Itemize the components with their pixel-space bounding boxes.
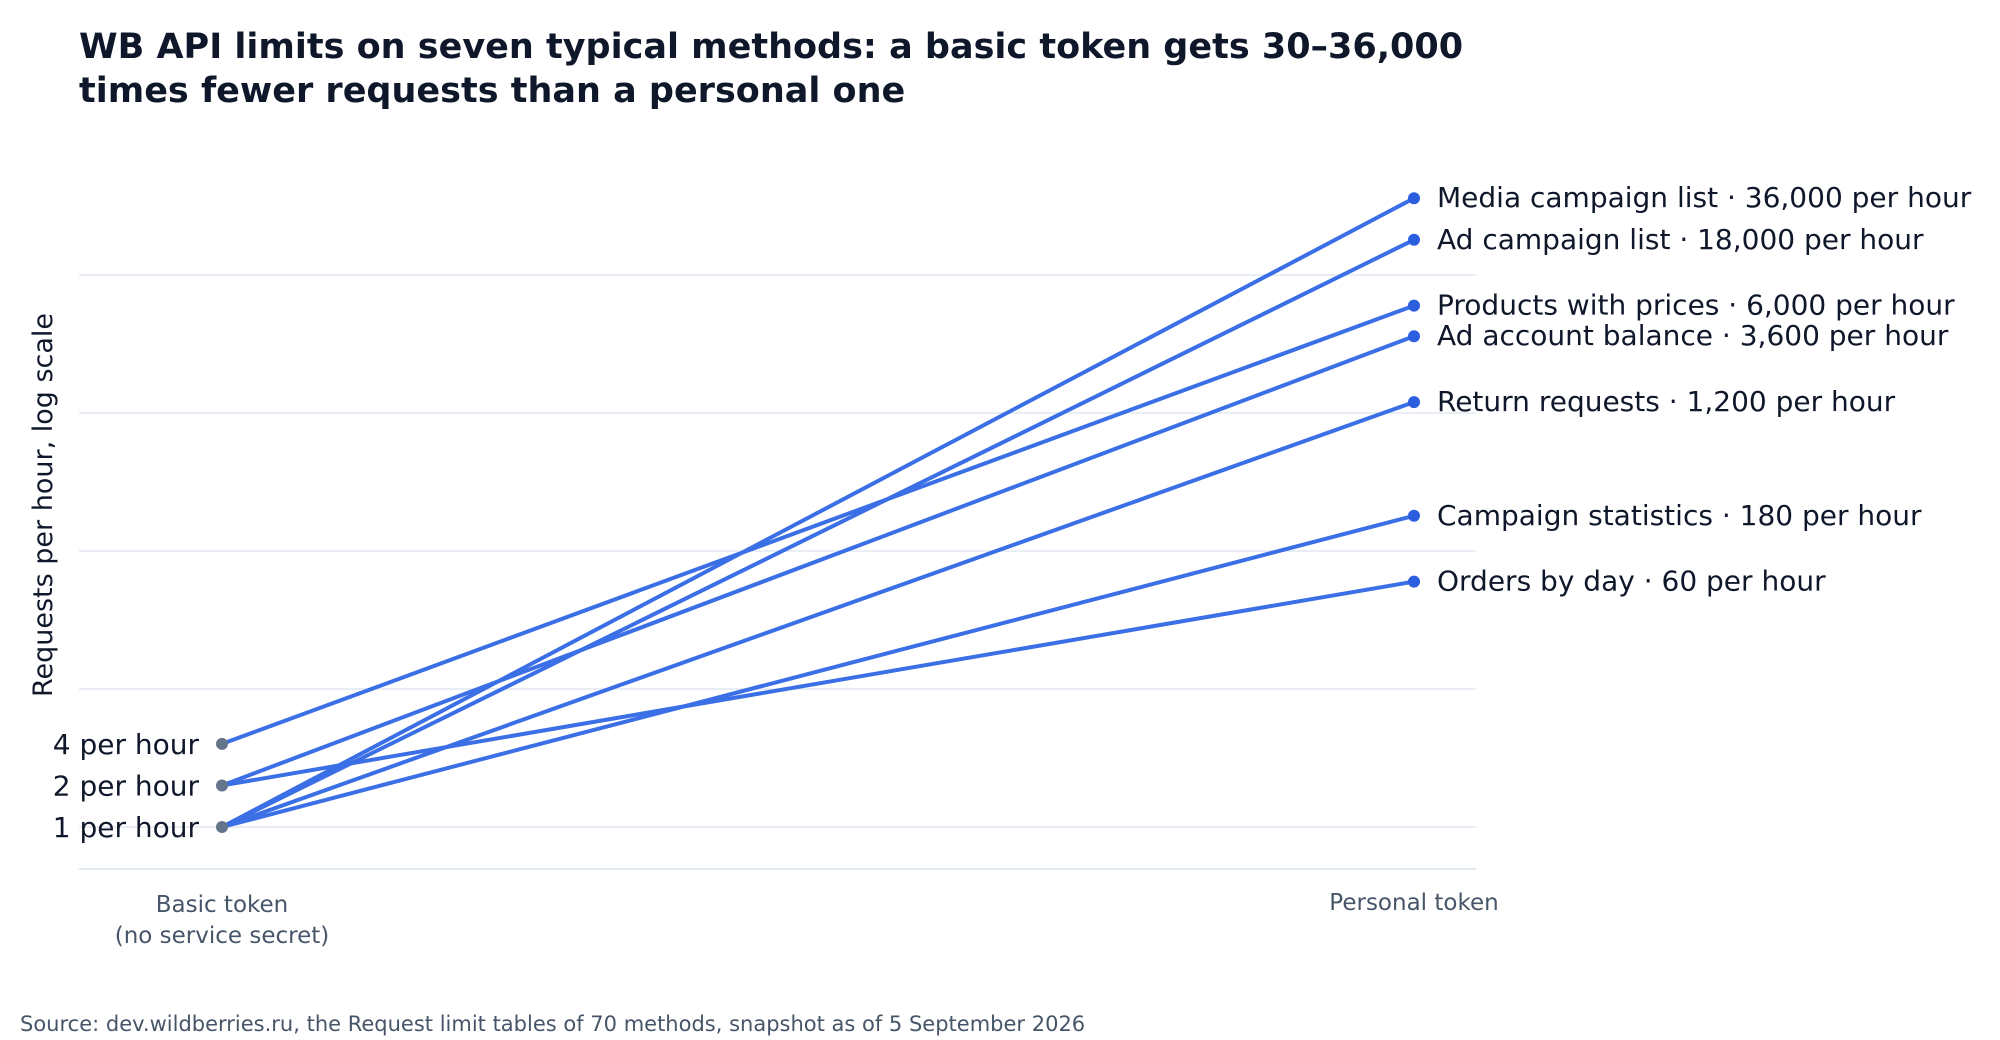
series-line	[220, 513, 1416, 829]
series-end-point	[1408, 192, 1420, 205]
series-end-point	[1408, 330, 1420, 343]
basic-value-point	[216, 821, 228, 833]
category-label-basic-token: Basic token (no service secret)	[115, 892, 330, 949]
basic-value-label: 2 per hour	[53, 769, 200, 802]
series-label: Campaign statistics · 180 per hour	[1437, 499, 1922, 532]
series-line	[220, 579, 1416, 788]
series-line	[220, 400, 1416, 829]
line-layer	[220, 196, 1416, 829]
y-axis-label: Requests per hour, log scale	[28, 313, 59, 697]
basic-value-label: 4 per hour	[53, 728, 200, 761]
grid-layer	[79, 274, 1476, 870]
series-label: Products with prices · 6,000 per hour	[1437, 289, 1955, 322]
series-end-point	[1408, 233, 1420, 246]
basic-value-point	[216, 779, 228, 792]
chart-title: WB API limits on seven typical methods: …	[79, 27, 1464, 111]
series-end-point	[1408, 509, 1420, 522]
series-end-point	[1408, 575, 1420, 588]
label-layer: Basic token (no service secret) Personal t…	[53, 181, 1972, 949]
series-end-point	[1408, 396, 1420, 409]
series-label: Ad campaign list · 18,000 per hour	[1437, 223, 1924, 256]
dot-layer	[216, 192, 1420, 833]
category-label-personal-token: Personal token	[1329, 890, 1498, 916]
series-label: Media campaign list · 36,000 per hour	[1437, 181, 1972, 214]
series-line	[220, 303, 1416, 746]
series-label: Return requests · 1,200 per hour	[1437, 385, 1896, 418]
series-label: Orders by day · 60 per hour	[1437, 565, 1826, 598]
series-label: Ad account balance · 3,600 per hour	[1437, 319, 1949, 352]
series-line	[220, 334, 1416, 788]
series-end-point	[1408, 299, 1420, 312]
series-line	[220, 196, 1416, 829]
series-line	[220, 237, 1416, 829]
basic-value-label: 1 per hour	[53, 811, 200, 844]
source-note: Source: dev.wildberries.ru, the Request …	[20, 1012, 1086, 1036]
basic-value-point	[216, 737, 228, 750]
